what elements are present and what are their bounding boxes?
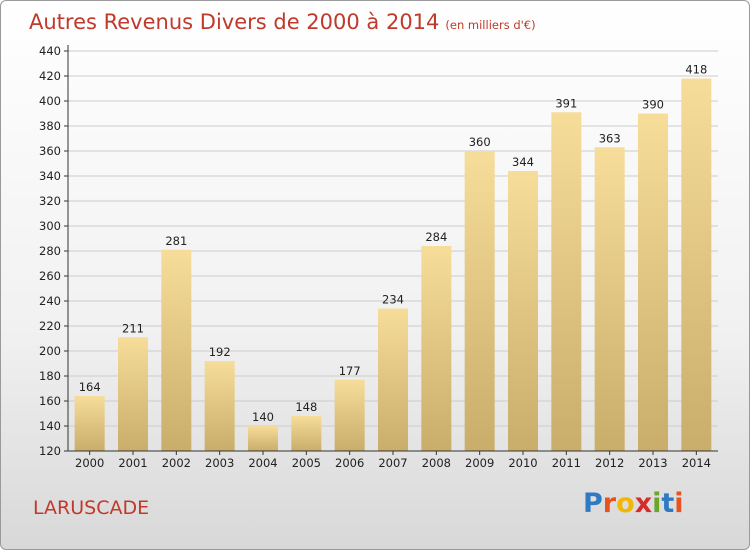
bar <box>204 361 235 451</box>
data-label: 234 <box>382 293 404 307</box>
data-label: 390 <box>642 98 664 112</box>
x-tick-label: 2013 <box>638 456 667 470</box>
bar <box>248 426 278 451</box>
y-tick-label: 160 <box>39 394 61 408</box>
data-label: 360 <box>469 135 491 149</box>
commune-name: LARUSCADE <box>33 497 150 519</box>
data-label: 211 <box>122 321 144 335</box>
bar <box>594 147 625 451</box>
x-tick-label: 2001 <box>118 456 147 470</box>
x-tick-label: 2002 <box>162 456 191 470</box>
data-label: 344 <box>512 155 534 169</box>
x-tick-label: 2009 <box>465 456 494 470</box>
x-tick-label: 2000 <box>75 456 104 470</box>
data-label: 177 <box>339 364 361 378</box>
x-tick-label: 2012 <box>595 456 624 470</box>
x-tick-label: 2006 <box>335 456 364 470</box>
y-tick-label: 380 <box>39 119 61 133</box>
y-tick-label: 200 <box>39 344 61 358</box>
chart-subtitle: (en milliers d'€) <box>445 18 536 32</box>
bar <box>551 112 582 451</box>
logo-letter: t <box>661 488 675 519</box>
data-label: 284 <box>425 230 447 244</box>
y-tick-label: 300 <box>39 219 61 233</box>
bar <box>638 113 668 451</box>
x-tick-label: 2003 <box>205 456 234 470</box>
bar <box>291 416 322 451</box>
bar <box>161 249 192 451</box>
y-tick-label: 340 <box>39 169 61 183</box>
data-label: 418 <box>685 63 707 77</box>
y-tick-label: 320 <box>39 194 61 208</box>
y-tick-label: 420 <box>39 69 61 83</box>
proxiti-logo[interactable]: Proxiti <box>583 488 684 519</box>
y-tick-label: 440 <box>39 44 61 58</box>
y-tick-label: 280 <box>39 244 61 258</box>
chart-title: Autres Revenus Divers de 2000 à 2014 (en … <box>29 10 536 34</box>
y-tick-label: 140 <box>39 419 61 433</box>
x-tick-label: 2004 <box>248 456 277 470</box>
bar <box>118 337 148 451</box>
x-tick-label: 2014 <box>682 456 711 470</box>
chart-title-text: Autres Revenus Divers de 2000 à 2014 <box>29 10 440 34</box>
logo-letter: r <box>602 488 617 519</box>
data-label: 192 <box>209 345 231 359</box>
data-label: 164 <box>79 380 101 394</box>
logo-letter: P <box>583 488 603 519</box>
data-label: 281 <box>165 234 187 248</box>
x-tick-label: 2010 <box>508 456 537 470</box>
y-tick-label: 240 <box>39 294 61 308</box>
y-tick-label: 120 <box>39 444 61 458</box>
bar <box>334 379 365 451</box>
data-label: 391 <box>555 96 577 110</box>
bar <box>378 308 408 451</box>
logo-letter: i <box>652 488 662 519</box>
x-tick-label: 2008 <box>422 456 451 470</box>
y-tick-label: 360 <box>39 144 61 158</box>
bar <box>421 246 452 451</box>
logo-letter: i <box>674 488 684 519</box>
x-tick-label: 2011 <box>552 456 581 470</box>
y-tick-label: 180 <box>39 369 61 383</box>
bar <box>681 78 712 451</box>
data-label: 140 <box>252 410 274 424</box>
y-tick-label: 260 <box>39 269 61 283</box>
logo-letter: x <box>634 488 653 519</box>
bar <box>464 151 495 451</box>
data-label: 148 <box>295 400 317 414</box>
y-tick-label: 400 <box>39 94 61 108</box>
data-label: 363 <box>599 131 621 145</box>
x-tick-label: 2005 <box>292 456 321 470</box>
y-tick-label: 220 <box>39 319 61 333</box>
bar <box>508 171 538 451</box>
x-tick-label: 2007 <box>378 456 407 470</box>
logo-letter: o <box>616 488 635 519</box>
bar <box>74 396 105 451</box>
